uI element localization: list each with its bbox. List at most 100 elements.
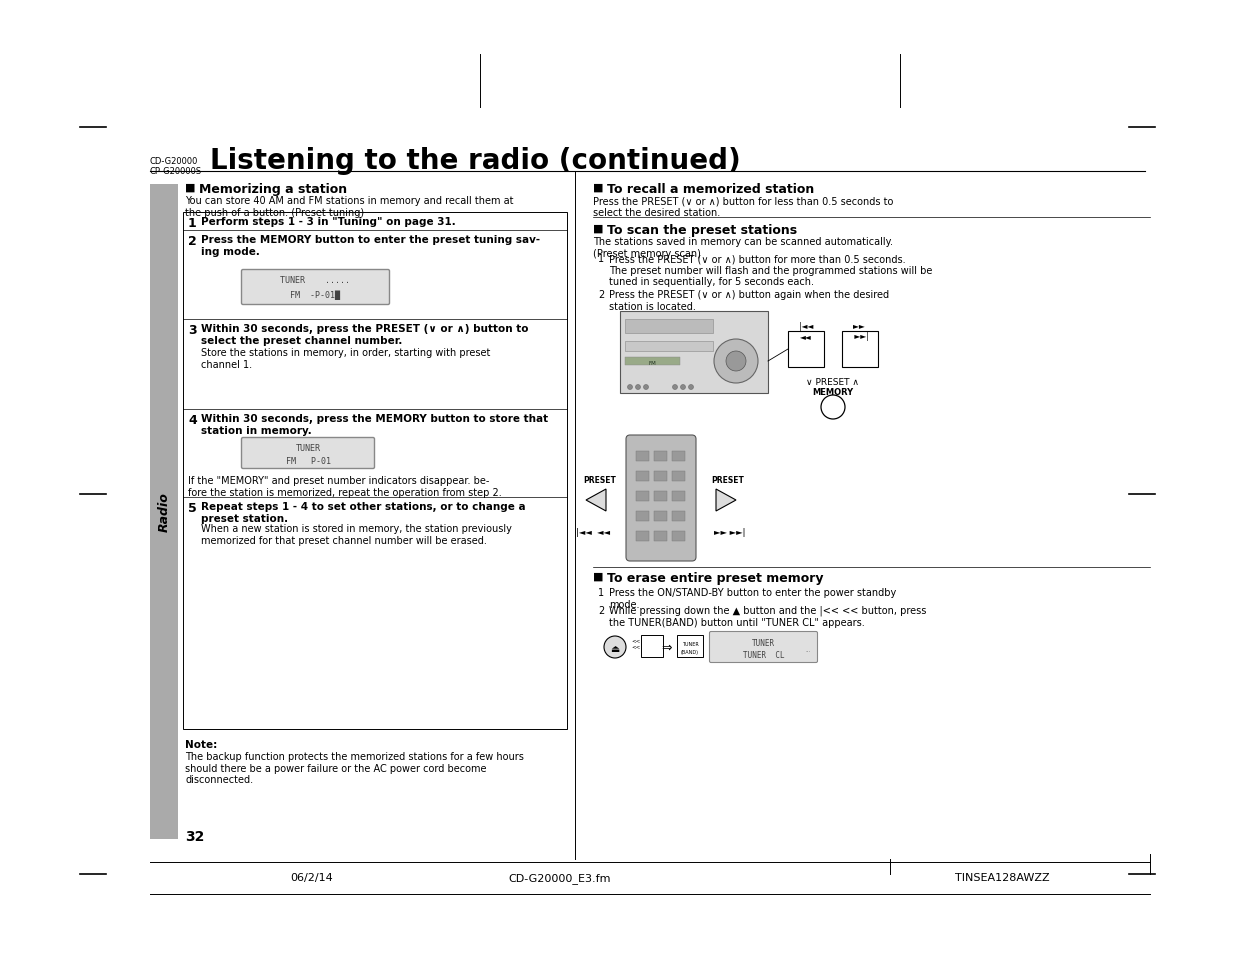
Text: Press the PRESET (∨ or ∧) button again when the desired
station is located.: Press the PRESET (∨ or ∧) button again w… (609, 290, 889, 312)
Circle shape (680, 385, 685, 390)
Text: Listening to the radio (continued): Listening to the radio (continued) (210, 147, 741, 174)
Circle shape (714, 339, 758, 384)
Text: FM: FM (648, 360, 656, 366)
Text: The stations saved in memory can be scanned automatically.
(Preset memory scan): The stations saved in memory can be scan… (593, 236, 893, 258)
Text: TUNER  CL: TUNER CL (742, 650, 784, 659)
Text: 1: 1 (598, 253, 604, 264)
Bar (641, 636, 663, 658)
Circle shape (643, 385, 648, 390)
Circle shape (726, 352, 746, 372)
Text: To recall a memorized station: To recall a memorized station (606, 183, 814, 195)
Text: CD-G20000
CP-G20000S: CD-G20000 CP-G20000S (149, 157, 203, 176)
Text: Radio: Radio (158, 492, 170, 532)
Bar (672, 512, 685, 521)
Circle shape (604, 637, 626, 659)
Text: 1: 1 (598, 587, 604, 598)
Circle shape (688, 385, 694, 390)
Text: Memorizing a station: Memorizing a station (199, 183, 347, 195)
Bar (655, 532, 667, 541)
Text: Repeat steps 1 - 4 to set other stations, or to change a
preset station.: Repeat steps 1 - 4 to set other stations… (201, 501, 526, 523)
Text: |◄◄
◄◄: |◄◄ ◄◄ (799, 322, 813, 341)
Text: 2: 2 (598, 605, 604, 616)
Bar (672, 532, 685, 541)
Bar (620, 312, 768, 394)
Text: To scan the preset stations: To scan the preset stations (606, 224, 797, 236)
Text: Press the ON/STAND-BY button to enter the power standby
mode.: Press the ON/STAND-BY button to enter th… (609, 587, 897, 609)
Text: Store the stations in memory, in order, starting with preset
channel 1.: Store the stations in memory, in order, … (201, 348, 490, 369)
Bar (672, 492, 685, 501)
FancyBboxPatch shape (242, 271, 389, 305)
Bar (636, 472, 650, 481)
Circle shape (627, 385, 632, 390)
Text: PRESET: PRESET (583, 476, 616, 484)
Text: You can store 40 AM and FM stations in memory and recall them at
the push of a b: You can store 40 AM and FM stations in m… (185, 195, 514, 217)
Circle shape (673, 385, 678, 390)
Text: 2: 2 (598, 290, 604, 299)
Text: MEMORY: MEMORY (813, 388, 853, 396)
Bar (788, 332, 824, 368)
FancyBboxPatch shape (709, 632, 818, 662)
Text: ■: ■ (593, 183, 604, 193)
Bar (655, 452, 667, 461)
Text: While pressing down the ▲ button and the |<< << button, press
the TUNER(BAND) bu: While pressing down the ▲ button and the… (609, 605, 926, 627)
Text: ∨ PRESET ∧: ∨ PRESET ∧ (806, 377, 860, 387)
Circle shape (636, 385, 641, 390)
Text: Perform steps 1 - 3 in "Tuning" on page 31.: Perform steps 1 - 3 in "Tuning" on page … (201, 216, 456, 227)
Bar (842, 332, 878, 368)
Text: Press the PRESET (∨ or ∧) button for more than 0.5 seconds.
The preset number wi: Press the PRESET (∨ or ∧) button for mor… (609, 253, 932, 287)
Bar (636, 532, 650, 541)
Polygon shape (585, 490, 606, 512)
Text: FM   P-01: FM P-01 (285, 456, 331, 465)
Text: 4: 4 (188, 414, 196, 427)
FancyBboxPatch shape (626, 436, 697, 561)
Bar (636, 512, 650, 521)
Text: 3: 3 (188, 324, 196, 336)
Text: Note:: Note: (185, 740, 217, 749)
Text: When a new station is stored in memory, the station previously
memorized for tha: When a new station is stored in memory, … (201, 523, 511, 545)
Text: |◄◄  ◄◄: |◄◄ ◄◄ (576, 527, 610, 537)
Text: Within 30 seconds, press the PRESET (∨ or ∧) button to
select the preset channel: Within 30 seconds, press the PRESET (∨ o… (201, 324, 529, 345)
Text: 32: 32 (185, 829, 204, 843)
Text: Within 30 seconds, press the MEMORY button to store that
station in memory.: Within 30 seconds, press the MEMORY butt… (201, 414, 548, 436)
Bar (625, 341, 713, 352)
Text: To erase entire preset memory: To erase entire preset memory (606, 572, 824, 584)
Text: CD-G20000_E3.fm: CD-G20000_E3.fm (509, 872, 611, 883)
FancyBboxPatch shape (242, 438, 374, 469)
Bar (636, 452, 650, 461)
Text: Press the MEMORY button to enter the preset tuning sav-
ing mode.: Press the MEMORY button to enter the pre… (201, 234, 540, 256)
Bar (655, 512, 667, 521)
Bar (655, 472, 667, 481)
Bar (672, 452, 685, 461)
Bar (636, 492, 650, 501)
Circle shape (821, 395, 845, 419)
Text: If the "MEMORY" and preset number indicators disappear. be-
fore the station is : If the "MEMORY" and preset number indica… (188, 476, 501, 497)
Text: <<
<<: << << (631, 638, 640, 648)
Bar (655, 492, 667, 501)
Polygon shape (716, 490, 736, 512)
Text: ■: ■ (185, 183, 195, 193)
Bar (625, 357, 680, 366)
Text: Press the PRESET (∨ or ∧) button for less than 0.5 seconds to
select the desired: Press the PRESET (∨ or ∧) button for les… (593, 195, 893, 217)
Text: TUNER: TUNER (752, 639, 776, 647)
Bar (149, 185, 178, 840)
Text: TUNER: TUNER (295, 443, 321, 453)
Text: (BAND): (BAND) (680, 649, 699, 655)
Text: ►► ►►|: ►► ►►| (714, 527, 746, 537)
Text: ⇒: ⇒ (662, 640, 672, 654)
Bar (625, 319, 713, 334)
Text: 2: 2 (188, 234, 196, 248)
Text: ■: ■ (593, 224, 604, 233)
Bar (672, 472, 685, 481)
Text: TUNER: TUNER (682, 641, 698, 646)
Text: PRESET: PRESET (711, 476, 743, 484)
Text: FM  -P-01█: FM -P-01█ (290, 290, 341, 299)
Text: The backup function protects the memorized stations for a few hours
should there: The backup function protects the memoriz… (185, 751, 524, 784)
Text: 1: 1 (188, 216, 196, 230)
Text: ⏏: ⏏ (610, 643, 620, 654)
Text: 5: 5 (188, 501, 196, 515)
Text: ■: ■ (593, 572, 604, 581)
Text: ...: ... (805, 647, 811, 652)
Text: ►► 
 ►►|: ►► ►►| (852, 322, 868, 341)
Text: TUNER    .....: TUNER ..... (280, 275, 351, 285)
Text: 06/2/14: 06/2/14 (290, 872, 332, 882)
